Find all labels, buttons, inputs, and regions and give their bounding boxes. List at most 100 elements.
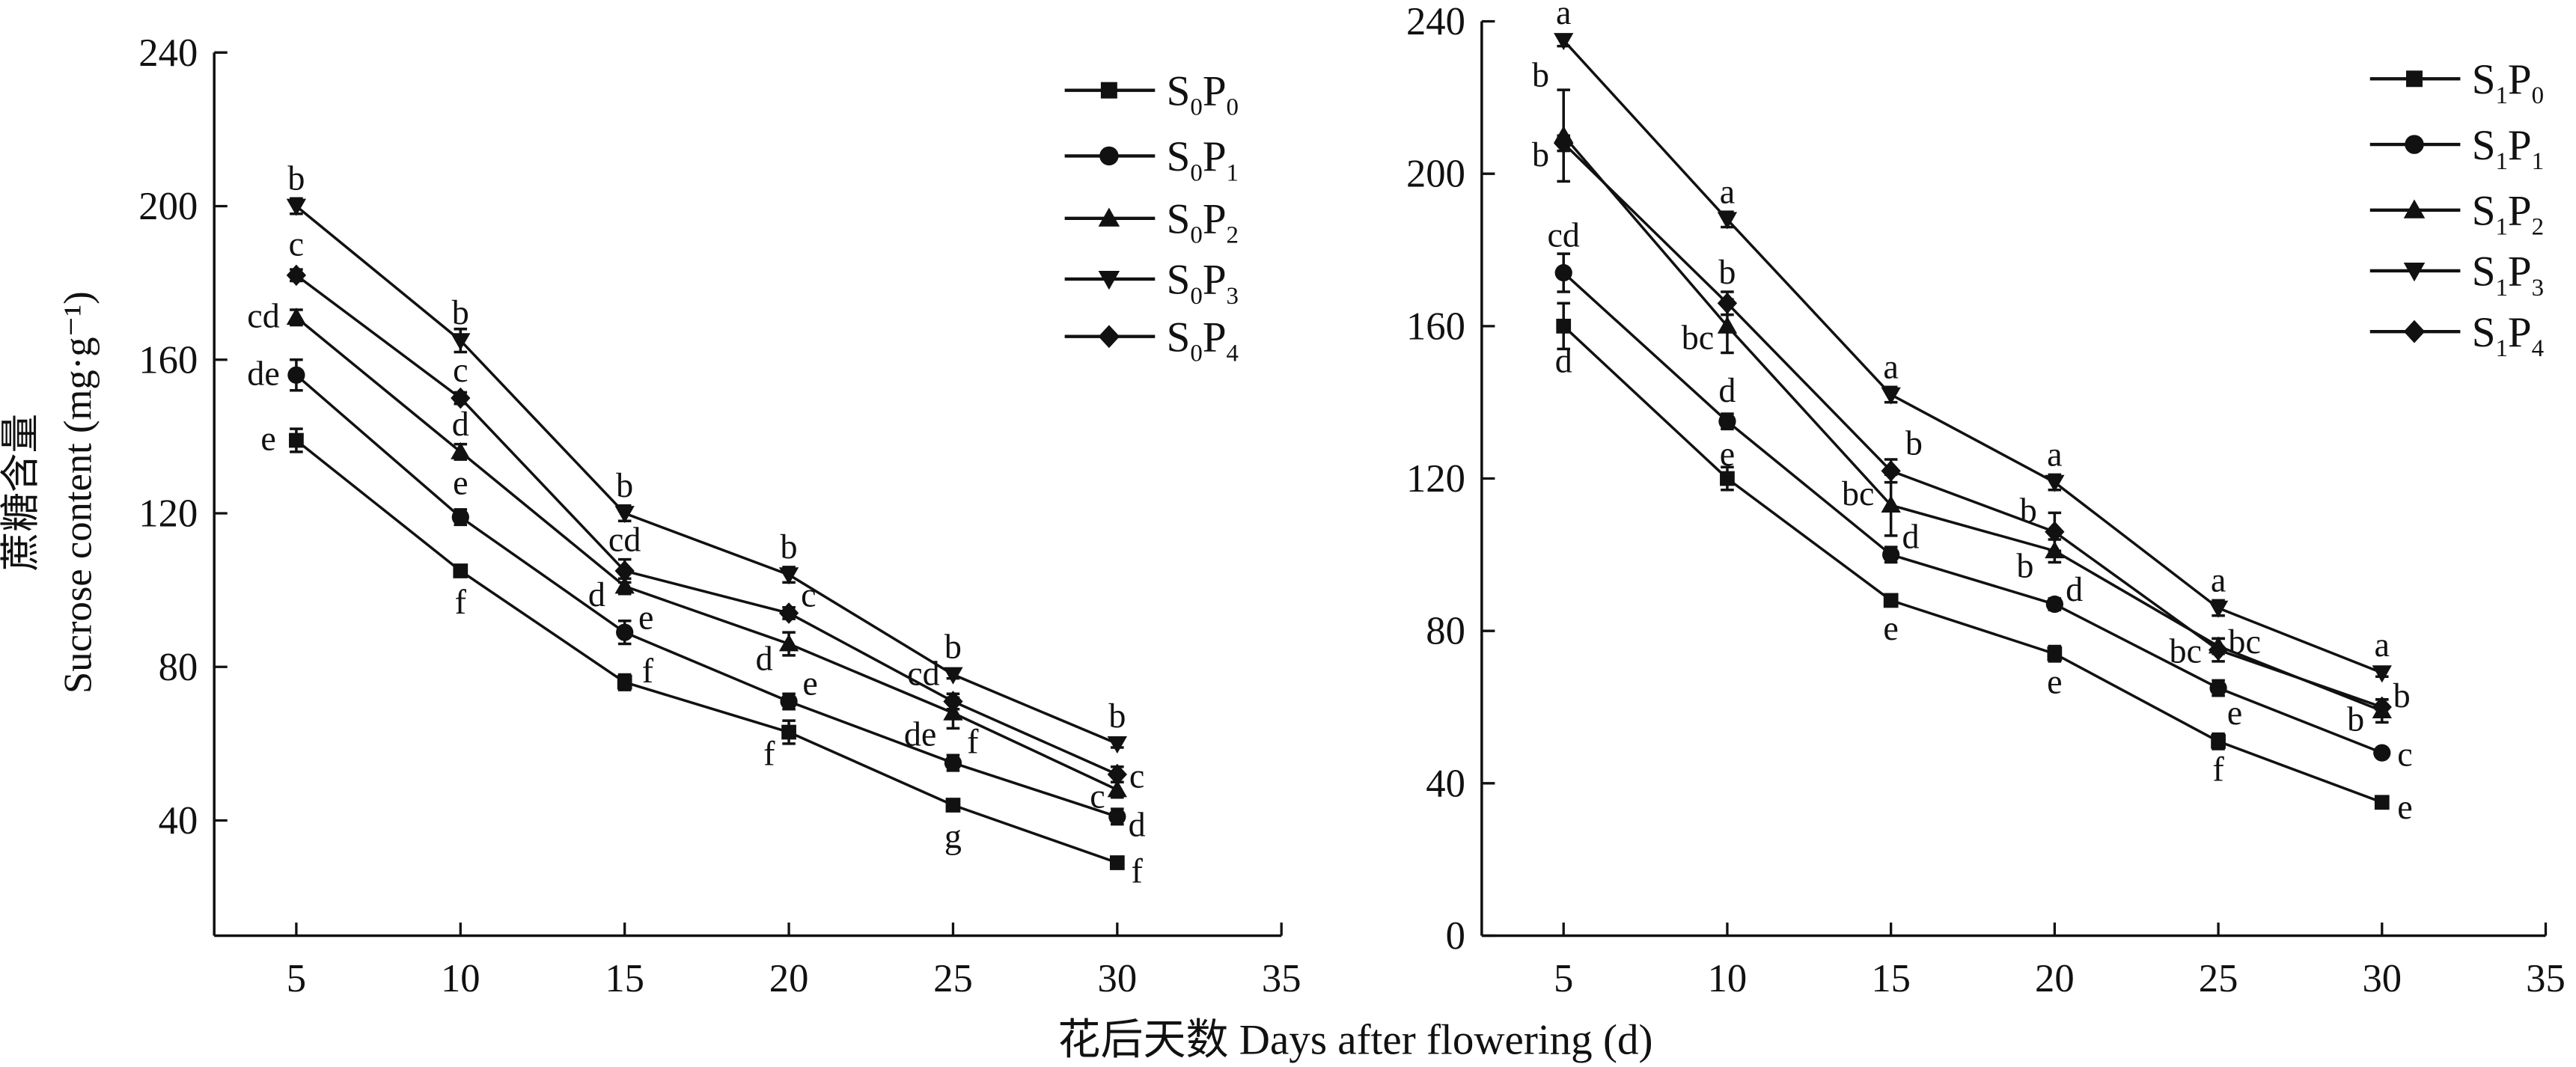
x-tick-label: 20 <box>2035 957 2075 1000</box>
significance-letter: c <box>453 351 468 389</box>
legend-label: S1P3 <box>2472 248 2544 302</box>
circle-marker <box>1099 146 1119 166</box>
significance-letter: bc <box>1682 319 1714 357</box>
legend-item-S0P3: S0P3 <box>1064 257 1239 310</box>
significance-letter: cd <box>608 521 641 559</box>
square-marker <box>1883 593 1899 608</box>
circle-marker <box>944 753 962 772</box>
triangle-down-marker <box>614 506 635 524</box>
triangle-up-marker <box>2403 199 2426 218</box>
x-tick-label: 35 <box>2526 957 2566 1000</box>
significance-letter: bc <box>2169 632 2201 670</box>
series-line <box>295 316 1118 792</box>
significance-letter: b <box>1532 55 1549 94</box>
significance-letter: c <box>1090 777 1105 816</box>
circle-marker <box>287 366 305 384</box>
circle-marker <box>2373 744 2391 762</box>
legend-label: S0P3 <box>1167 257 1239 310</box>
significance-letter: a <box>1883 348 1898 386</box>
significance-letter: f <box>967 722 979 760</box>
triangle-down-marker <box>1717 212 1738 230</box>
significance-letter: a <box>1556 0 1571 31</box>
circle-marker <box>2209 679 2227 697</box>
significance-letter: b <box>2020 492 2037 530</box>
significance-letter: b <box>1905 424 1923 462</box>
square-marker <box>1100 82 1117 99</box>
square-marker <box>1556 318 1572 334</box>
y-tick-label: 200 <box>1406 153 1465 196</box>
triangle-up-marker <box>1107 780 1128 798</box>
triangle-down-marker <box>1554 33 1574 51</box>
series-line <box>295 373 1118 819</box>
x-tick-label: 5 <box>287 957 306 1000</box>
significance-letter: a <box>2375 626 2390 664</box>
significance-letter: e <box>2047 662 2062 700</box>
significance-letter: cd <box>907 655 939 693</box>
series-line <box>1563 272 2383 754</box>
significance-letter: d <box>1129 806 1146 844</box>
legend-label: S0P0 <box>1167 67 1239 120</box>
significance-letter: e <box>1883 609 1898 647</box>
circle-marker <box>1554 263 1572 282</box>
significance-letter: d <box>1555 341 1572 379</box>
significance-letter: e <box>638 599 653 637</box>
significance-letter: f <box>2212 750 2224 788</box>
legend-item-S0P0: S0P0 <box>1064 67 1239 121</box>
legend-label: S1P0 <box>2472 56 2544 109</box>
legend-item-S0P1: S0P1 <box>1064 133 1239 186</box>
series-line <box>295 274 1118 776</box>
legend-item-S0P2: S0P2 <box>1064 196 1239 249</box>
y-tick-label: 40 <box>1426 762 1465 805</box>
legend-item-S1P1: S1P1 <box>2369 122 2544 175</box>
circle-marker <box>1718 412 1736 430</box>
diamond-marker <box>778 602 799 624</box>
x-tick-label: 15 <box>1871 957 1911 1000</box>
x-tick-label: 30 <box>2362 957 2402 1000</box>
diamond-marker <box>1717 293 1738 314</box>
significance-letter: c <box>289 225 304 263</box>
significance-letter: d <box>756 640 773 678</box>
significance-letter: f <box>763 734 775 772</box>
triangle-down-marker <box>1098 270 1120 290</box>
square-marker <box>1720 471 1735 486</box>
diamond-marker <box>451 387 471 409</box>
series-S1P3: a a a a a a <box>1554 0 2392 683</box>
significance-letter: d <box>588 575 605 614</box>
legend-item-S1P2: S1P2 <box>2369 188 2544 241</box>
square-marker <box>945 798 961 813</box>
square-marker <box>2047 646 2063 661</box>
significance-letter: e <box>2227 694 2242 732</box>
diamond-marker <box>1881 460 1901 482</box>
series-line <box>1563 142 2383 709</box>
significance-letter: cd <box>1547 215 1579 254</box>
x-tick-label: 15 <box>605 957 644 1000</box>
circle-marker <box>2405 135 2424 154</box>
triangle-up-marker <box>614 576 635 594</box>
significance-letter: b <box>2347 700 2364 738</box>
x-tick-label: 35 <box>1262 957 1301 1000</box>
significance-letter: b <box>287 159 305 198</box>
significance-letter: e <box>453 463 468 501</box>
y-tick-label: 200 <box>138 185 198 228</box>
significance-letter: b <box>2016 546 2033 584</box>
triangle-up-marker <box>1098 207 1120 227</box>
circle-marker <box>616 623 634 641</box>
significance-letter: b <box>1718 253 1736 291</box>
significance-letter: de <box>904 715 936 753</box>
legend-label: S0P4 <box>1167 314 1239 367</box>
significance-letter: b <box>781 528 798 566</box>
x-tick-label: 20 <box>769 957 809 1000</box>
triangle-down-marker <box>1107 736 1128 754</box>
legend-label: S0P1 <box>1167 133 1239 186</box>
significance-letter: cd <box>247 296 279 334</box>
significance-letter: de <box>247 354 279 392</box>
triangle-up-marker <box>1881 495 1901 513</box>
triangle-down-marker <box>943 667 963 685</box>
significance-letter: b <box>2393 676 2411 715</box>
series-line <box>295 205 1118 745</box>
